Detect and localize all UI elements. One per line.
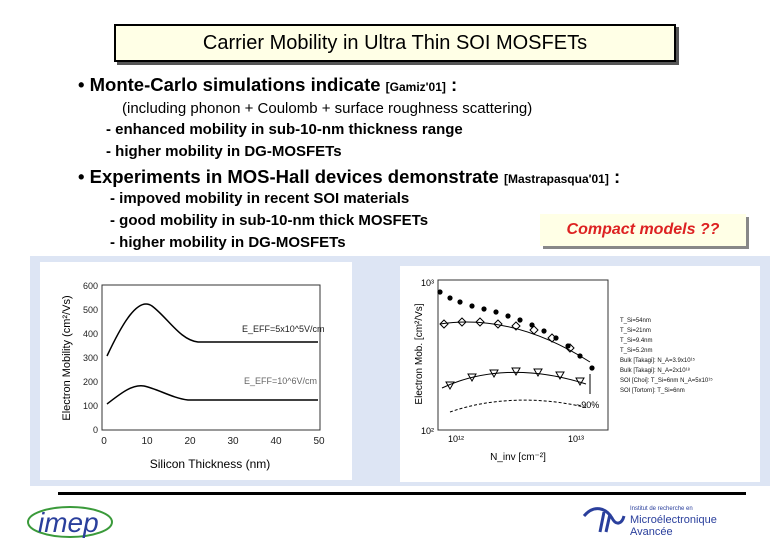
legend-entry-bulk-1: Bulk [Takagi]: N_A=3.9x10¹⁵: [620, 357, 696, 364]
right-annotation: ~90%: [576, 400, 599, 410]
exp-item-1: - impoved mobility in recent SOI materia…: [110, 190, 410, 207]
left-ytick-200: 200: [83, 377, 98, 387]
scattering-note: (including phonon + Coulomb + surface ro…: [122, 100, 533, 117]
left-curve-low-field: [106, 385, 318, 405]
left-ytick-0: 0: [93, 425, 98, 435]
left-mobility-plot: 600 500 400 300 200 100 0 0 10 20 30 40 …: [40, 262, 352, 480]
legend-entry-5nm: T_Si=5.2nm: [620, 348, 653, 354]
left-ytick-300: 300: [83, 353, 98, 363]
right-xlabel: N_inv [cm⁻²]: [490, 452, 546, 463]
legend-entry-soi-tortorn: SOI [Tortorn]: T_Si=6nm: [620, 388, 685, 394]
left-ytick-100: 100: [83, 401, 98, 411]
left-plot-panel: [40, 262, 352, 480]
imep-logo-swoosh: [27, 506, 113, 538]
bullet-experiments-text: • Experiments in MOS-Hall devices demons…: [78, 166, 504, 187]
left-xlabel: Silicon Thickness (nm): [150, 457, 270, 471]
microelectronique-logo-mark: [582, 507, 626, 525]
left-ylabel: Electron Mobility (cm²/Vs): [61, 295, 73, 420]
left-ytick-500: 500: [83, 305, 98, 315]
left-label-high-field: E_EFF=5x10^5V/cm: [242, 324, 325, 334]
ref-gamiz: [Gamiz'01]: [385, 80, 446, 94]
mc-item-1: - enhanced mobility in sub-10-nm thickne…: [106, 121, 463, 138]
legend-entry-soi-choi: SOI [Choi]: T_Si=6nm N_A=5x10¹⁵: [620, 377, 713, 384]
left-curve-high-field: [106, 303, 318, 357]
left-xtick-20: 20: [184, 436, 196, 447]
exp-item-2: - good mobility in sub-10-nm thick MOSFE…: [110, 212, 429, 229]
legend-entry-54nm: T_Si=54nm: [620, 318, 651, 324]
right-plot-panel: [400, 266, 760, 482]
imep-logo: imep: [27, 506, 113, 538]
ref-mastrapasqua: [Mastrapasqua'01]: [503, 172, 609, 186]
compact-models-callout: Compact models ??: [540, 214, 746, 246]
microelectronique-logo-small: Institut de recherche en: [630, 506, 693, 512]
right-ytick-low: 10²: [421, 426, 434, 436]
microelectronique-logo-line1: Microélectronique: [630, 514, 717, 526]
bullet-experiments: • Experiments in MOS-Hall devices demons…: [78, 166, 620, 188]
footer-divider: [58, 492, 746, 495]
right-series-triangles: [445, 367, 585, 391]
left-xtick-10: 10: [141, 436, 153, 447]
left-ytick-600: 600: [83, 281, 98, 291]
right-ytick-high: 10³: [421, 278, 434, 288]
left-xtick-40: 40: [270, 436, 282, 447]
mc-item-2: - higher mobility in DG-MOSFETs: [106, 143, 342, 160]
legend-entry-bulk-2: Bulk [Takagi]: N_A=2x10¹⁸: [620, 367, 691, 374]
right-curve-thin: [441, 371, 587, 389]
right-ylabel: Electron Mob. [cm²/Vs]: [414, 303, 425, 404]
exp-item-3: - higher mobility in DG-MOSFETs: [110, 234, 346, 251]
microelectronique-logo-bars: [598, 511, 612, 533]
left-plot-frame: [101, 284, 321, 431]
right-plot-frame: [437, 279, 609, 431]
right-xtick-12: 10¹²: [448, 434, 464, 444]
microelectronique-logo-line2: Avancée: [630, 526, 673, 538]
right-curve-mid: [439, 321, 591, 363]
bullet-monte-carlo-text: • Monte-Carlo simulations indicate: [78, 74, 386, 95]
microelectronique-logo: Institut de recherche en Microélectroniq…: [582, 506, 717, 538]
bullet-experiments-colon: :: [608, 166, 621, 187]
right-xtick-13: 10¹³: [568, 434, 584, 444]
left-ytick-400: 400: [83, 329, 98, 339]
slide-title: Carrier Mobility in Ultra Thin SOI MOSFE…: [202, 31, 588, 54]
legend-entry-9nm: T_Si=9.4nm: [620, 338, 653, 344]
imep-logo-text: imep: [38, 507, 99, 538]
left-xtick-50: 50: [313, 436, 325, 447]
bullet-monte-carlo-colon: :: [445, 74, 458, 95]
left-xtick-30: 30: [227, 436, 239, 447]
right-series-open: [439, 317, 575, 353]
slide-title-box: Carrier Mobility in Ultra Thin SOI MOSFE…: [114, 24, 676, 62]
right-mobility-plot: Electron Mob. [cm²/Vs] 10² 10³ 10¹² 10¹³…: [400, 266, 760, 482]
left-label-low-field: E_EFF=10^6V/cm: [244, 376, 317, 386]
right-curve-bulk: [449, 399, 589, 413]
legend-entry-21nm: T_Si=21nm: [620, 328, 651, 334]
left-xtick-0: 0: [101, 436, 107, 447]
bullet-monte-carlo: • Monte-Carlo simulations indicate [Gami…: [78, 74, 457, 96]
